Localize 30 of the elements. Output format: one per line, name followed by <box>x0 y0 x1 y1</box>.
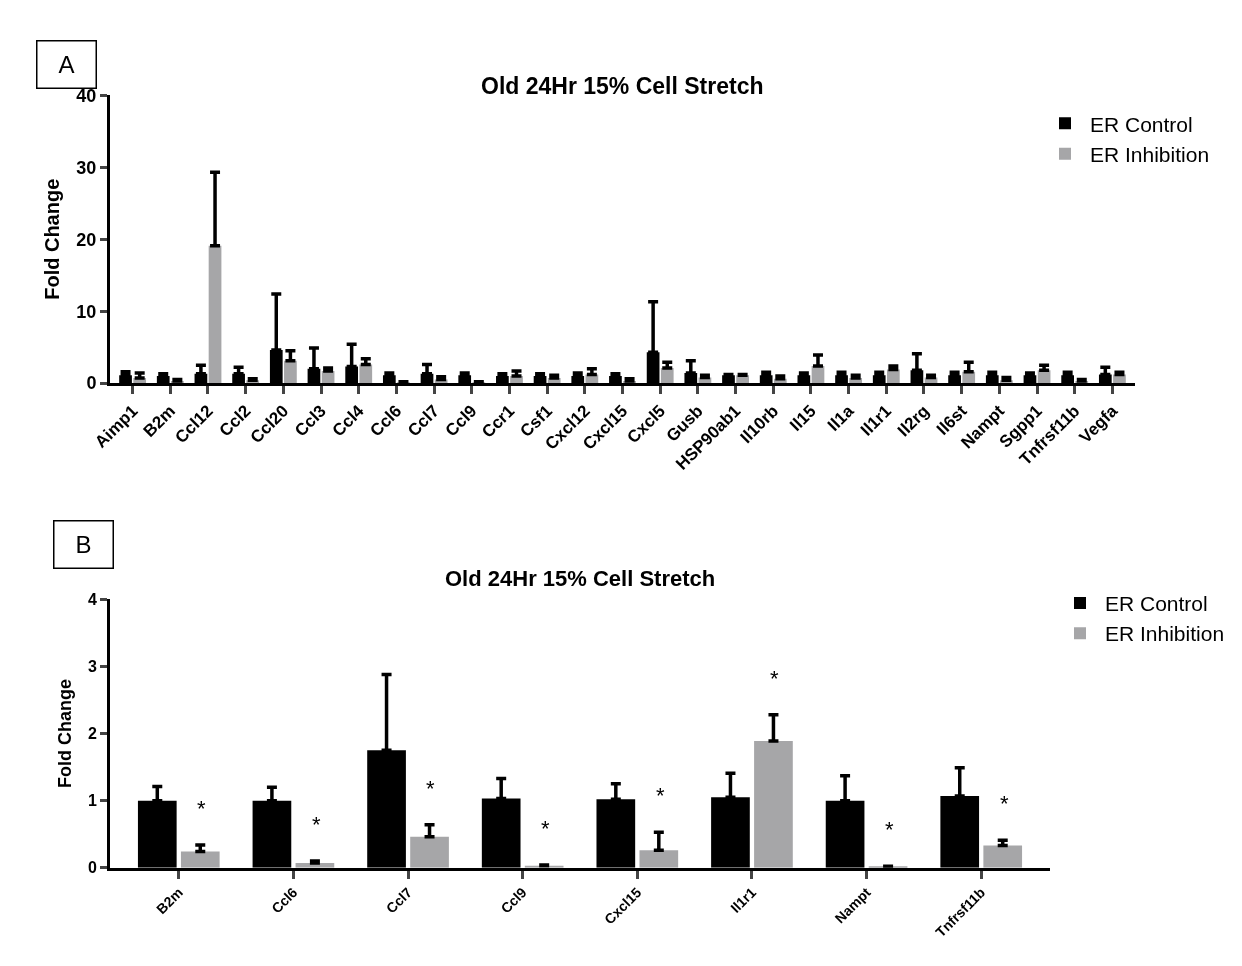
y-tick-label: 40 <box>76 85 97 106</box>
annotation: * <box>656 783 665 808</box>
y-tick-label: 20 <box>76 229 97 250</box>
legend-label: ER Control <box>1105 592 1208 616</box>
chart-title: Old 24Hr 15% Cell Stretch <box>481 73 764 99</box>
y-tick-label: 0 <box>87 859 97 877</box>
y-axis-title: Fold Change <box>55 679 76 789</box>
y-tick-label: 10 <box>76 301 97 322</box>
legend-label: ER Inhibition <box>1105 622 1225 646</box>
annotation: * <box>541 816 550 841</box>
text: A <box>58 51 75 78</box>
x-tick-label: Il1a <box>823 401 858 435</box>
y-tick-label: 4 <box>87 591 97 609</box>
legend-label: ER Inhibition <box>1090 142 1210 166</box>
annotation: * <box>426 776 435 801</box>
text: B <box>75 531 92 558</box>
chart-title: Old 24Hr 15% Cell Stretch <box>445 566 716 591</box>
x-tick-label: Il15 <box>786 401 820 435</box>
y-axis-title: Fold Change <box>40 178 63 300</box>
y-tick-label: 2 <box>87 725 97 743</box>
annotation: * <box>1000 791 1009 816</box>
y-tick-label: 30 <box>76 157 97 178</box>
annotation: * <box>770 666 779 691</box>
annotation: * <box>312 812 321 837</box>
annotation: * <box>197 796 206 821</box>
annotation: * <box>885 817 894 842</box>
y-tick-label: 3 <box>87 658 97 676</box>
y-tick-label: 1 <box>87 792 97 810</box>
y-tick-label: 0 <box>86 373 97 394</box>
legend-label: ER Control <box>1090 112 1193 136</box>
